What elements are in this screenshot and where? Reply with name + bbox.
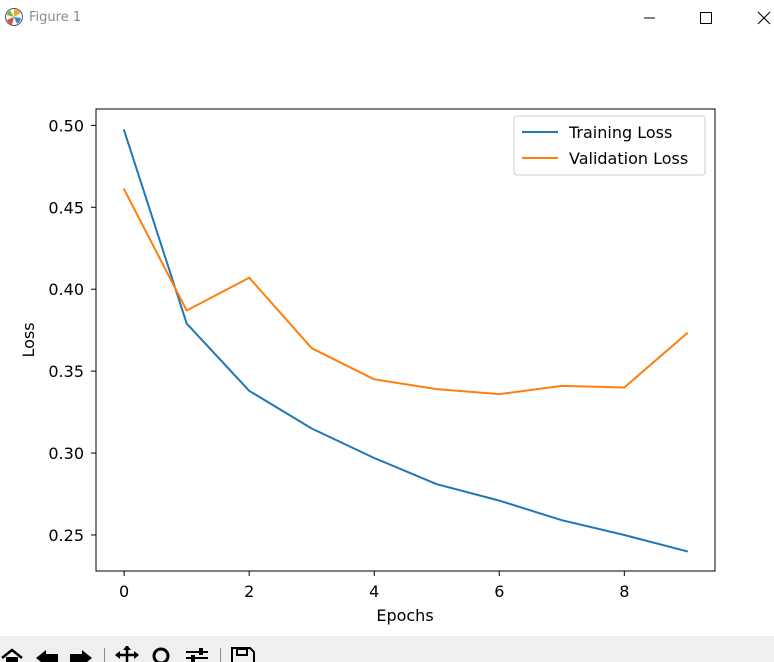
minimize-button[interactable] — [634, 4, 664, 32]
x-ticks: 0 2 4 6 8 — [119, 571, 629, 601]
y-tick-label: 0.50 — [48, 116, 84, 135]
y-tick-label: 0.40 — [48, 280, 84, 299]
x-tick-label: 0 — [119, 582, 129, 601]
y-axis-label: Loss — [19, 322, 38, 357]
y-ticks: 0.25 0.30 0.35 0.40 0.45 0.50 — [48, 116, 96, 545]
configure-subplots-icon — [186, 648, 208, 662]
minimize-icon — [644, 17, 655, 19]
pan-button[interactable] — [114, 646, 140, 662]
figure-canvas[interactable]: 0.25 0.30 0.35 0.40 0.45 0.50 0 2 4 6 8 Epochs Lo… — [0, 36, 774, 636]
x-tick-label: 6 — [494, 582, 504, 601]
x-tick-label: 4 — [369, 582, 379, 601]
zoom-icon — [152, 647, 170, 662]
x-tick-label: 2 — [244, 582, 254, 601]
plot-area — [96, 109, 715, 571]
forward-arrow-icon — [70, 650, 92, 662]
legend-label-training: Training Loss — [568, 123, 672, 142]
back-button[interactable] — [34, 646, 60, 662]
x-axis-label: Epochs — [376, 606, 433, 625]
y-tick-label: 0.35 — [48, 362, 84, 381]
back-arrow-icon — [36, 650, 58, 662]
home-button[interactable] — [0, 646, 26, 662]
legend-box — [513, 115, 706, 176]
close-icon — [757, 11, 771, 25]
maximize-icon — [700, 12, 712, 24]
zoom-button[interactable] — [148, 646, 174, 662]
window-title: Figure 1 — [29, 10, 82, 25]
toolbar-separator — [104, 648, 105, 662]
toolbar-separator-2 — [220, 648, 221, 662]
home-icon — [1, 648, 23, 662]
save-icon — [231, 647, 255, 662]
series-line-validation — [122, 187, 689, 396]
maximize-button[interactable] — [691, 4, 721, 32]
line-chart: 0.25 0.30 0.35 0.40 0.45 0.50 0 2 4 6 8 Epochs Lo… — [19, 108, 716, 625]
configure-subplots-button[interactable] — [184, 646, 210, 662]
close-button[interactable] — [750, 4, 774, 32]
matplotlib-logo-icon — [4, 7, 24, 27]
axes-frame — [95, 108, 716, 572]
pan-icon — [115, 646, 139, 662]
y-tick-label: 0.25 — [48, 526, 84, 545]
series-line-training — [122, 129, 689, 553]
window-titlebar: Figure 1 — [0, 0, 774, 36]
legend: Training Loss Validation Loss — [513, 115, 706, 176]
y-tick-label: 0.30 — [48, 444, 84, 463]
legend-label-validation: Validation Loss — [569, 149, 688, 168]
navigation-toolbar — [0, 636, 774, 662]
y-tick-label: 0.45 — [48, 198, 84, 217]
forward-button[interactable] — [68, 646, 94, 662]
series-lines — [122, 129, 689, 553]
x-tick-label: 8 — [619, 582, 629, 601]
save-button[interactable] — [230, 646, 256, 662]
